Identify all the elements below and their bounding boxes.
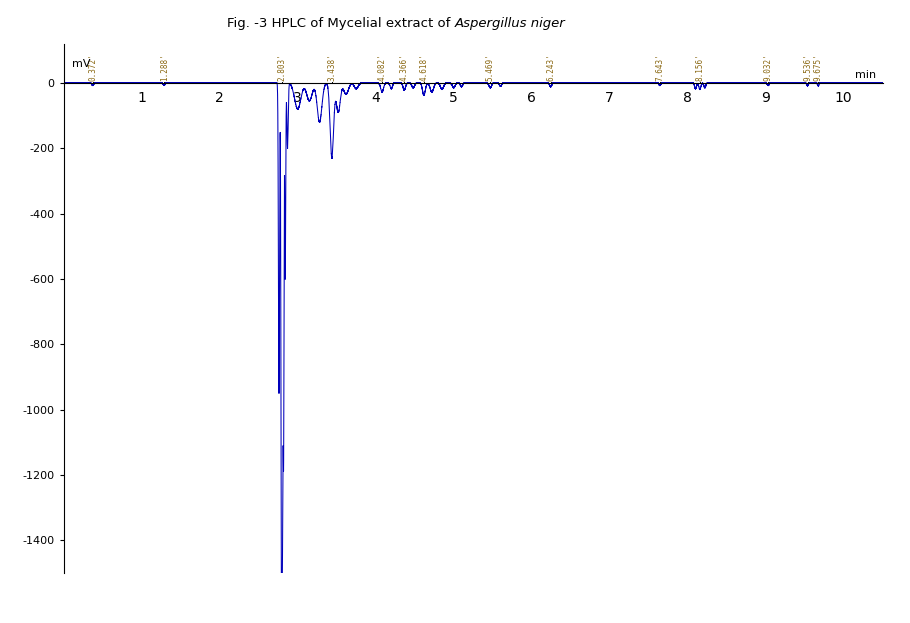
- Text: 4.366': 4.366': [399, 54, 409, 81]
- Text: 4.082': 4.082': [378, 54, 387, 81]
- Text: 5.469': 5.469': [486, 54, 495, 81]
- Text: min: min: [855, 70, 876, 80]
- Text: 2.803': 2.803': [278, 54, 287, 81]
- Text: 7.643': 7.643': [655, 54, 664, 81]
- Text: 4.618': 4.618': [420, 54, 429, 81]
- Text: Aspergillus niger: Aspergillus niger: [455, 17, 566, 31]
- Text: 1.288': 1.288': [159, 54, 168, 81]
- Text: 9.536': 9.536': [803, 54, 812, 81]
- Text: mV: mV: [72, 60, 90, 70]
- Text: 8.156': 8.156': [695, 54, 704, 81]
- Text: 9.675': 9.675': [814, 54, 823, 81]
- Text: 9.032': 9.032': [763, 54, 773, 81]
- Text: Fig. -3 HPLC of Mycelial extract of: Fig. -3 HPLC of Mycelial extract of: [228, 17, 455, 31]
- Text: 6.243': 6.243': [546, 54, 555, 81]
- Text: 0.372': 0.372': [88, 54, 97, 81]
- Text: 3.438': 3.438': [328, 54, 337, 81]
